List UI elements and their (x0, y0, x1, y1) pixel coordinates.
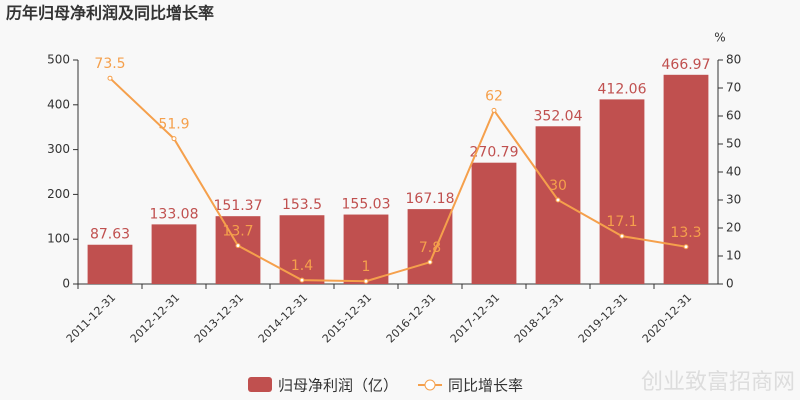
bar (599, 99, 645, 284)
bar (343, 214, 389, 284)
data-label: 13.7 (222, 224, 253, 240)
chart-title: 历年归母净利润及同比增长率 (6, 4, 214, 23)
data-label: 51.9 (158, 117, 189, 133)
line (109, 77, 687, 283)
y2-tick-label: 40 (726, 165, 741, 179)
line-point (619, 233, 625, 239)
legend-swatch (424, 379, 436, 391)
bar (151, 224, 197, 284)
y2-tick-label: 30 (726, 193, 741, 207)
x-tick-label: 2015-12-31 (320, 291, 374, 345)
legend-swatch (248, 377, 272, 392)
y-tick-label: 300 (47, 142, 70, 156)
data-label: 270.79 (470, 145, 519, 161)
bar (535, 126, 581, 285)
y2-tick-label: 70 (726, 81, 741, 95)
x-tick-label: 2020-12-31 (640, 291, 694, 345)
data-label: 73.5 (94, 56, 125, 72)
data-label: 17.1 (606, 214, 637, 230)
line-point (171, 136, 177, 142)
y2-axis-label: % (714, 31, 725, 45)
data-label: 412.06 (598, 81, 647, 97)
y-tick-label: 200 (47, 187, 70, 201)
y-tick-label: 500 (47, 53, 70, 67)
bar (407, 209, 453, 284)
data-label: 133.08 (150, 206, 199, 222)
data-label: 87.63 (90, 227, 130, 243)
data-label: 153.5 (282, 197, 322, 213)
x-tick-label: 2018-12-31 (512, 291, 566, 345)
data-label: 62 (485, 88, 503, 104)
legend-label: 归母净利润（亿） (278, 377, 398, 395)
data-label: 1.4 (291, 258, 313, 274)
line-point (427, 259, 433, 265)
y2-tick-label: 20 (726, 221, 741, 235)
bar (471, 162, 517, 284)
bar (87, 244, 133, 284)
data-label: 30 (549, 178, 567, 194)
data-label: 1 (362, 259, 371, 275)
x-tick-label: 2013-12-31 (192, 291, 246, 345)
line-point (235, 243, 241, 249)
data-label: 466.97 (662, 57, 711, 73)
line-point (683, 244, 689, 250)
y2-tick-label: 60 (726, 109, 741, 123)
x-tick-label: 2016-12-31 (384, 291, 438, 345)
x-tick-label: 2012-12-31 (128, 291, 182, 345)
x-tick-label: 2017-12-31 (448, 291, 502, 345)
data-label: 151.37 (214, 198, 263, 214)
x-tick-label: 2019-12-31 (576, 291, 630, 345)
y2-tick-label: 50 (726, 137, 741, 151)
y2-tick-label: 80 (726, 53, 741, 67)
data-label: 155.03 (342, 197, 391, 213)
data-label: 352.04 (534, 108, 583, 124)
y2-tick-label: 0 (726, 277, 734, 291)
line-point (491, 107, 497, 113)
y-tick-label: 400 (47, 97, 70, 111)
line-point (107, 75, 113, 81)
legend-label: 同比增长率 (448, 377, 523, 395)
y-tick-label: 100 (47, 232, 70, 246)
bar (663, 74, 709, 284)
x-tick-label: 2014-12-31 (256, 291, 310, 345)
watermark: 创业致富招商网 (641, 370, 795, 395)
bar (215, 216, 261, 284)
y2-tick-label: 10 (726, 249, 741, 263)
data-label: 167.18 (406, 191, 455, 207)
x-tick-label: 2011-12-31 (64, 291, 118, 345)
line-point (363, 278, 369, 284)
data-label: 13.3 (670, 225, 701, 241)
y-tick-label: 0 (62, 277, 70, 291)
line-point (299, 277, 305, 283)
line-point (555, 197, 561, 203)
data-label: 7.8 (419, 240, 441, 256)
